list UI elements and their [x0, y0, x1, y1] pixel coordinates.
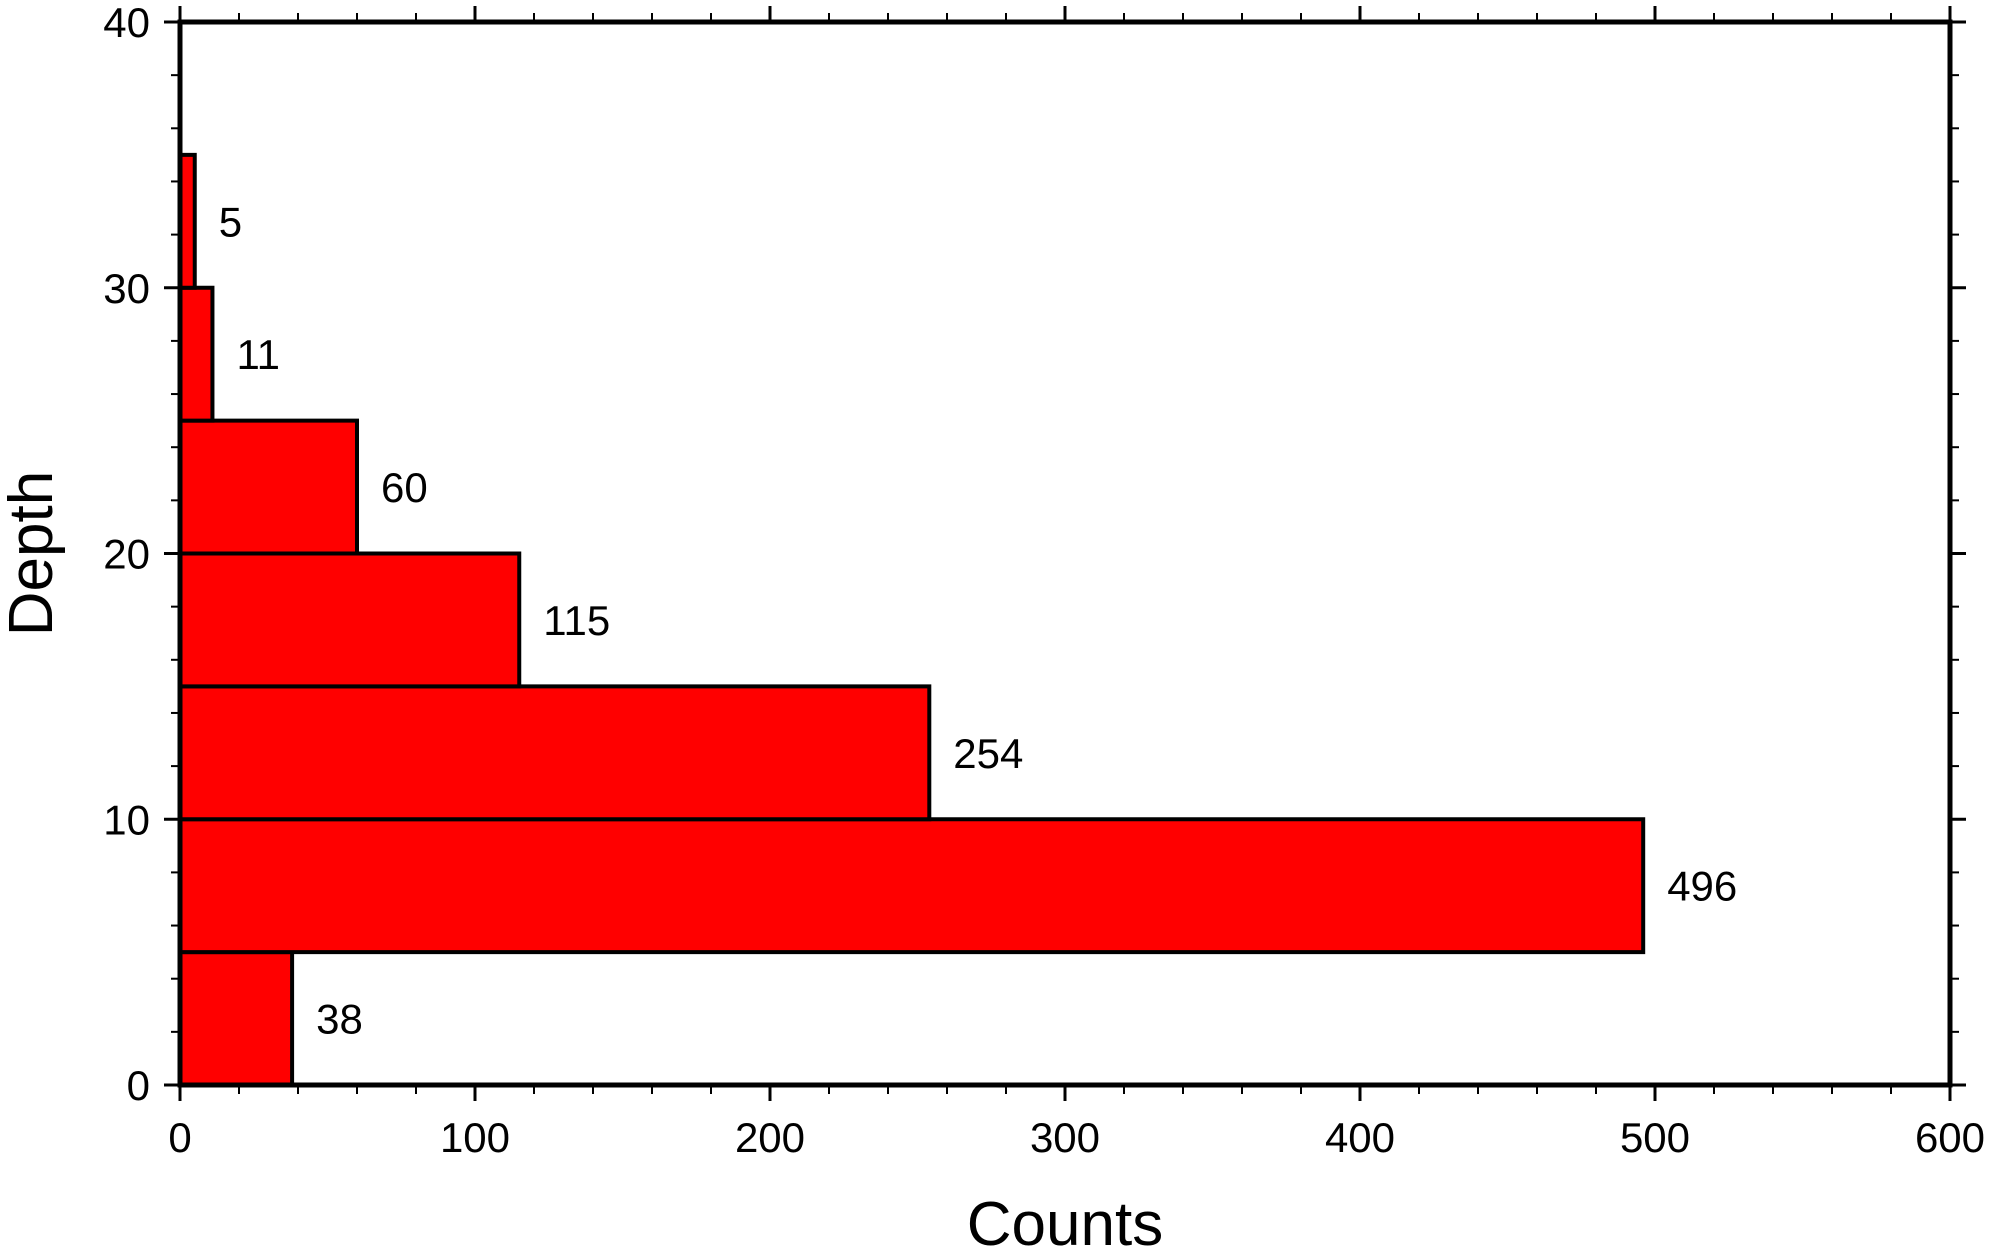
x-tick-label: 100	[440, 1114, 510, 1161]
tick-labels-group: 0 100 200 300 400 500 600 0 10 20 30 40	[103, 0, 1985, 1161]
bar-value-label: 38	[316, 996, 363, 1043]
bars-group	[178, 152, 1646, 1087]
bar	[178, 950, 295, 1087]
y-tick-label: 10	[103, 796, 150, 843]
bar-value-label: 115	[543, 597, 610, 644]
x-tick-label: 600	[1915, 1114, 1985, 1161]
bar-value-label: 254	[953, 730, 1023, 777]
bar-value-label: 5	[219, 198, 242, 245]
x-tick-label: 500	[1620, 1114, 1690, 1161]
bar-value-label: 496	[1667, 863, 1737, 910]
bar	[178, 418, 359, 556]
y-tick-label: 30	[103, 265, 150, 312]
y-tick-label: 20	[103, 531, 150, 578]
bar	[178, 285, 215, 423]
bar	[178, 684, 932, 822]
x-tick-label: 300	[1030, 1114, 1100, 1161]
ticks-group	[164, 6, 1966, 1101]
y-axis-title: Depth	[0, 471, 66, 636]
x-tick-label: 0	[168, 1114, 191, 1161]
x-tick-label: 400	[1325, 1114, 1395, 1161]
y-tick-label: 40	[103, 0, 150, 46]
bar	[178, 817, 1646, 955]
bar-value-label: 60	[381, 464, 428, 511]
x-tick-label: 200	[735, 1114, 805, 1161]
y-tick-label: 0	[127, 1062, 150, 1109]
x-axis-title: Counts	[967, 1190, 1163, 1247]
bar-value-label: 11	[236, 331, 280, 378]
bar	[178, 551, 522, 689]
